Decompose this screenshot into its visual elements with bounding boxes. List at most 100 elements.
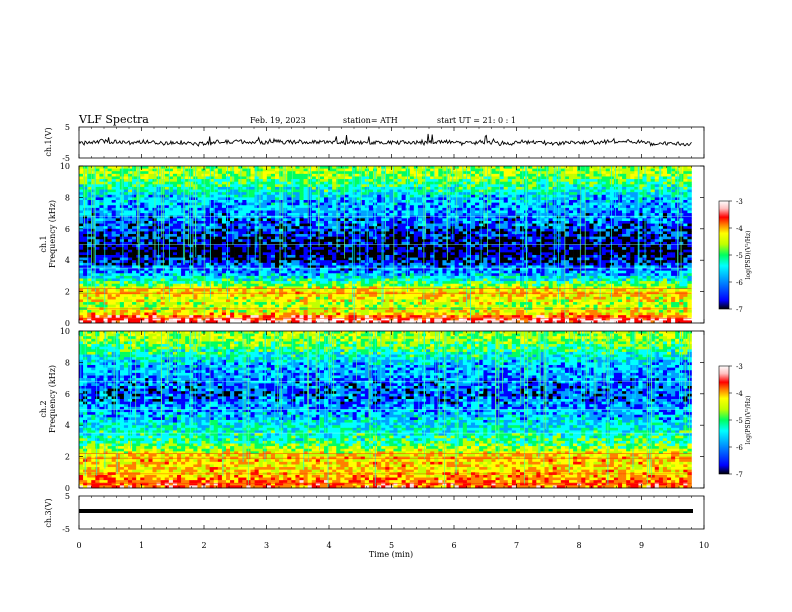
spectrogram-cell: [320, 187, 324, 190]
spectrogram-cell: [389, 218, 393, 221]
spectrogram-cell: [353, 197, 357, 200]
spectrogram-cell: [95, 174, 99, 177]
spectrogram-cell: [165, 229, 169, 232]
spectrogram-cell: [651, 187, 655, 190]
spectrogram-cell: [687, 221, 691, 224]
spectrogram-cell: [148, 176, 152, 179]
spectrogram-cell: [287, 208, 291, 211]
spectrogram-cell: [504, 226, 508, 229]
spectrogram-cell: [508, 247, 512, 250]
spectrogram-cell: [508, 224, 512, 227]
spectrogram-cell: [663, 208, 667, 211]
spectrogram-cell: [218, 239, 222, 242]
spectrogram-cell: [426, 190, 430, 193]
spectrogram-cell: [226, 166, 230, 169]
spectrogram-cell: [687, 213, 691, 216]
spectrogram-cell: [177, 218, 181, 221]
spectrogram-cell: [602, 210, 606, 213]
spectrogram-cell: [671, 218, 675, 221]
spectrogram-cell: [406, 250, 410, 253]
spectrogram-cell: [173, 237, 177, 240]
spectrogram-cell: [300, 171, 304, 174]
spectrogram-cell: [271, 224, 275, 227]
spectrogram-cell: [602, 184, 606, 187]
spectrogram-cell: [508, 182, 512, 185]
spectrogram-cell: [655, 166, 659, 169]
spectrogram-cell: [144, 179, 148, 182]
spectrogram-cell: [585, 229, 589, 232]
spectrogram-cell: [95, 192, 99, 195]
spectrogram-cell: [369, 237, 373, 240]
spectrogram-cell: [267, 195, 271, 198]
spectrogram-cell: [112, 229, 116, 232]
spectrogram-cell: [148, 247, 152, 250]
spectrogram-cell: [206, 174, 210, 177]
spectrogram-cell: [165, 203, 169, 206]
spectrogram-cell: [300, 234, 304, 237]
spectrogram-cell: [353, 171, 357, 174]
spectrogram-cell: [618, 205, 622, 208]
spectrogram-cell: [230, 192, 234, 195]
spectrogram-cell: [389, 221, 393, 224]
spectrogram-cell: [263, 229, 267, 232]
spectrogram-cell: [79, 221, 83, 224]
spectrogram-cell: [95, 226, 99, 229]
spectrogram-cell: [459, 205, 463, 208]
spectrogram-cell: [663, 250, 667, 253]
spectrogram-cell: [295, 197, 299, 200]
spectrogram-cell: [630, 187, 634, 190]
spectrogram-cell: [267, 197, 271, 200]
spectrogram-cell: [618, 169, 622, 172]
spectrogram-cell: [173, 187, 177, 190]
spectrogram-cell: [267, 187, 271, 190]
spectrogram-cell: [426, 192, 430, 195]
spectrogram-cell: [173, 213, 177, 216]
spectrogram-cell: [487, 229, 491, 232]
spectrogram-cell: [246, 250, 250, 253]
spectrogram-cell: [116, 205, 120, 208]
spectrogram-cell: [238, 247, 242, 250]
spectrogram-cell: [622, 218, 626, 221]
spectrogram-cell: [418, 234, 422, 237]
spectrogram-cell: [246, 213, 250, 216]
spectrogram-cell: [124, 197, 128, 200]
spectrogram-cell: [504, 239, 508, 242]
spectrogram-cell: [532, 213, 536, 216]
spectrogram-cell: [144, 190, 148, 193]
spectrogram-cell: [267, 234, 271, 237]
spectrogram-cell: [557, 171, 561, 174]
spectrogram-cell: [687, 182, 691, 185]
spectrogram-cell: [251, 190, 255, 193]
spectrogram-cell: [504, 174, 508, 177]
spectrogram-cell: [630, 203, 634, 206]
spectrogram-cell: [148, 200, 152, 203]
spectrogram-cell: [344, 174, 348, 177]
spectrogram-cell: [222, 208, 226, 211]
spectrogram-cell: [516, 197, 520, 200]
spectrogram-cell: [651, 200, 655, 203]
spectrogram-cell: [389, 239, 393, 242]
spectrogram-cell: [173, 250, 177, 253]
spectrogram-cell: [528, 247, 532, 250]
spectrogram-cell: [312, 174, 316, 177]
spectrogram-cell: [487, 221, 491, 224]
spectrogram-cell: [683, 203, 687, 206]
spectrogram-cell: [165, 184, 169, 187]
spectrogram-cell: [206, 213, 210, 216]
spectrogram-cell: [610, 197, 614, 200]
spectrogram-cell: [140, 231, 144, 234]
spectrogram-cell: [242, 208, 246, 211]
spectrogram-cell: [140, 213, 144, 216]
spectrogram-cell: [426, 171, 430, 174]
spectrogram-cell: [165, 200, 169, 203]
spectrogram-cell: [410, 239, 414, 242]
spectrogram-cell: [565, 226, 569, 229]
spectrogram-cell: [418, 239, 422, 242]
spectrogram-cell: [230, 208, 234, 211]
spectrogram-cell: [197, 195, 201, 198]
spectrogram-cell: [671, 179, 675, 182]
spectrogram-cell: [438, 224, 442, 227]
spectrogram-cell: [549, 200, 553, 203]
spectrogram-cell: [116, 176, 120, 179]
spectrogram-cell: [259, 247, 263, 250]
